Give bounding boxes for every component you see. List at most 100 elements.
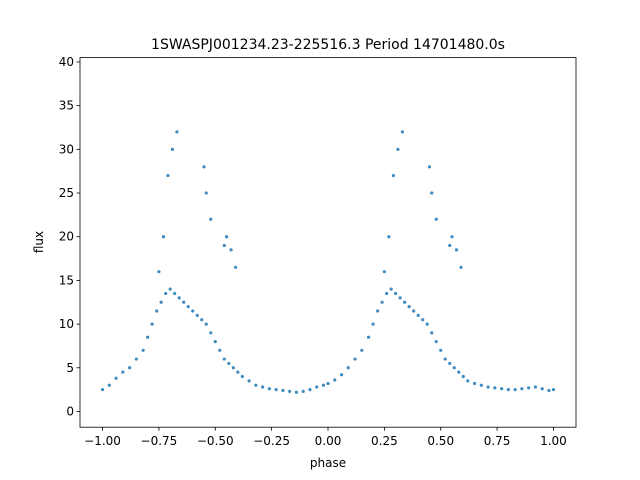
- data-point: [412, 309, 416, 313]
- data-point: [195, 313, 199, 317]
- data-point: [466, 379, 470, 383]
- data-point: [168, 287, 172, 291]
- data-point: [150, 322, 154, 326]
- data-point: [430, 191, 434, 195]
- data-point: [389, 287, 393, 291]
- data-point: [443, 357, 447, 361]
- data-point: [339, 373, 344, 377]
- x-tick-label: −0.50: [197, 434, 234, 448]
- x-tick-label: −0.25: [253, 434, 290, 448]
- data-point: [380, 300, 384, 304]
- data-point: [267, 387, 271, 391]
- data-point: [274, 388, 278, 392]
- data-point: [191, 309, 195, 313]
- data-point: [315, 385, 319, 389]
- data-point: [100, 388, 105, 392]
- data-point: [434, 339, 438, 344]
- data-point: [326, 381, 330, 386]
- data-point: [155, 309, 159, 313]
- data-point: [506, 388, 510, 392]
- data-point: [353, 357, 357, 361]
- data-point: [157, 270, 161, 274]
- data-point: [202, 165, 206, 169]
- y-tick-label: 15: [59, 273, 74, 287]
- y-tick-label: 35: [59, 99, 74, 113]
- data-point: [141, 348, 145, 352]
- data-point: [416, 313, 420, 317]
- data-point: [233, 265, 238, 269]
- data-point: [454, 248, 459, 252]
- data-point: [209, 331, 213, 335]
- data-point: [394, 291, 398, 296]
- data-point: [540, 387, 544, 391]
- data-point: [321, 383, 326, 387]
- data-point: [159, 300, 163, 304]
- data-point: [224, 235, 229, 239]
- y-tick-label: 30: [59, 142, 74, 156]
- y-axis-label: flux: [32, 231, 46, 253]
- y-tick-label: 20: [59, 230, 74, 244]
- data-point: [204, 191, 208, 195]
- x-tick-label: −1.00: [84, 434, 121, 448]
- y-axis-ticks: 0 5 10 15 20 25 30 35 40: [59, 55, 80, 418]
- data-point: [173, 291, 177, 296]
- data-point: [452, 366, 456, 370]
- data-point: [218, 348, 222, 352]
- y-tick-label: 10: [59, 317, 74, 331]
- data-point: [146, 335, 150, 339]
- data-point: [527, 386, 531, 390]
- y-tick-label: 25: [59, 186, 74, 200]
- data-point: [360, 348, 364, 352]
- data-point: [236, 370, 240, 374]
- y-tick-label: 40: [59, 55, 74, 69]
- data-point: [222, 243, 226, 248]
- data-point: [448, 243, 452, 248]
- x-tick-label: 0.25: [371, 434, 398, 448]
- data-point: [430, 331, 434, 335]
- data-point: [281, 388, 285, 393]
- data-point: [175, 130, 179, 134]
- x-tick-label: 0.50: [427, 434, 454, 448]
- y-tick-label: 0: [66, 404, 74, 418]
- data-point: [200, 318, 204, 322]
- x-tick-label: 0.75: [484, 434, 511, 448]
- data-point: [170, 147, 175, 151]
- data-point: [164, 291, 168, 296]
- data-point: [520, 387, 524, 391]
- x-tick-label: −0.75: [141, 434, 178, 448]
- data-point: [227, 361, 231, 366]
- chart-title: 1SWASPJ001234.23-225516.3 Period 1470148…: [151, 37, 505, 53]
- data-point: [114, 376, 118, 380]
- data-point: [366, 335, 371, 339]
- data-point: [547, 388, 551, 393]
- data-point: [513, 388, 517, 392]
- data-point: [533, 385, 538, 389]
- data-point: [121, 370, 125, 374]
- data-point: [387, 235, 391, 239]
- data-point: [439, 348, 443, 352]
- data-point: [209, 217, 213, 221]
- data-point: [434, 217, 438, 221]
- data-point: [400, 130, 404, 134]
- y-tick-label: 5: [66, 361, 74, 375]
- data-point: [231, 366, 235, 370]
- data-point: [486, 385, 490, 389]
- data-point: [240, 374, 244, 379]
- data-point: [457, 370, 461, 374]
- data-point: [107, 383, 111, 387]
- data-point: [459, 265, 463, 269]
- data-point: [551, 388, 556, 392]
- x-axis-label: phase: [310, 456, 346, 470]
- data-point: [500, 387, 504, 391]
- data-point: [385, 291, 389, 296]
- data-point: [391, 173, 395, 178]
- data-point: [472, 381, 477, 386]
- data-point: [396, 147, 400, 151]
- data-point: [161, 235, 166, 239]
- data-point: [421, 318, 425, 322]
- data-point: [308, 388, 312, 392]
- data-point: [493, 386, 497, 390]
- data-point: [186, 305, 190, 309]
- data-point: [128, 366, 132, 370]
- scatter-points: [100, 130, 556, 394]
